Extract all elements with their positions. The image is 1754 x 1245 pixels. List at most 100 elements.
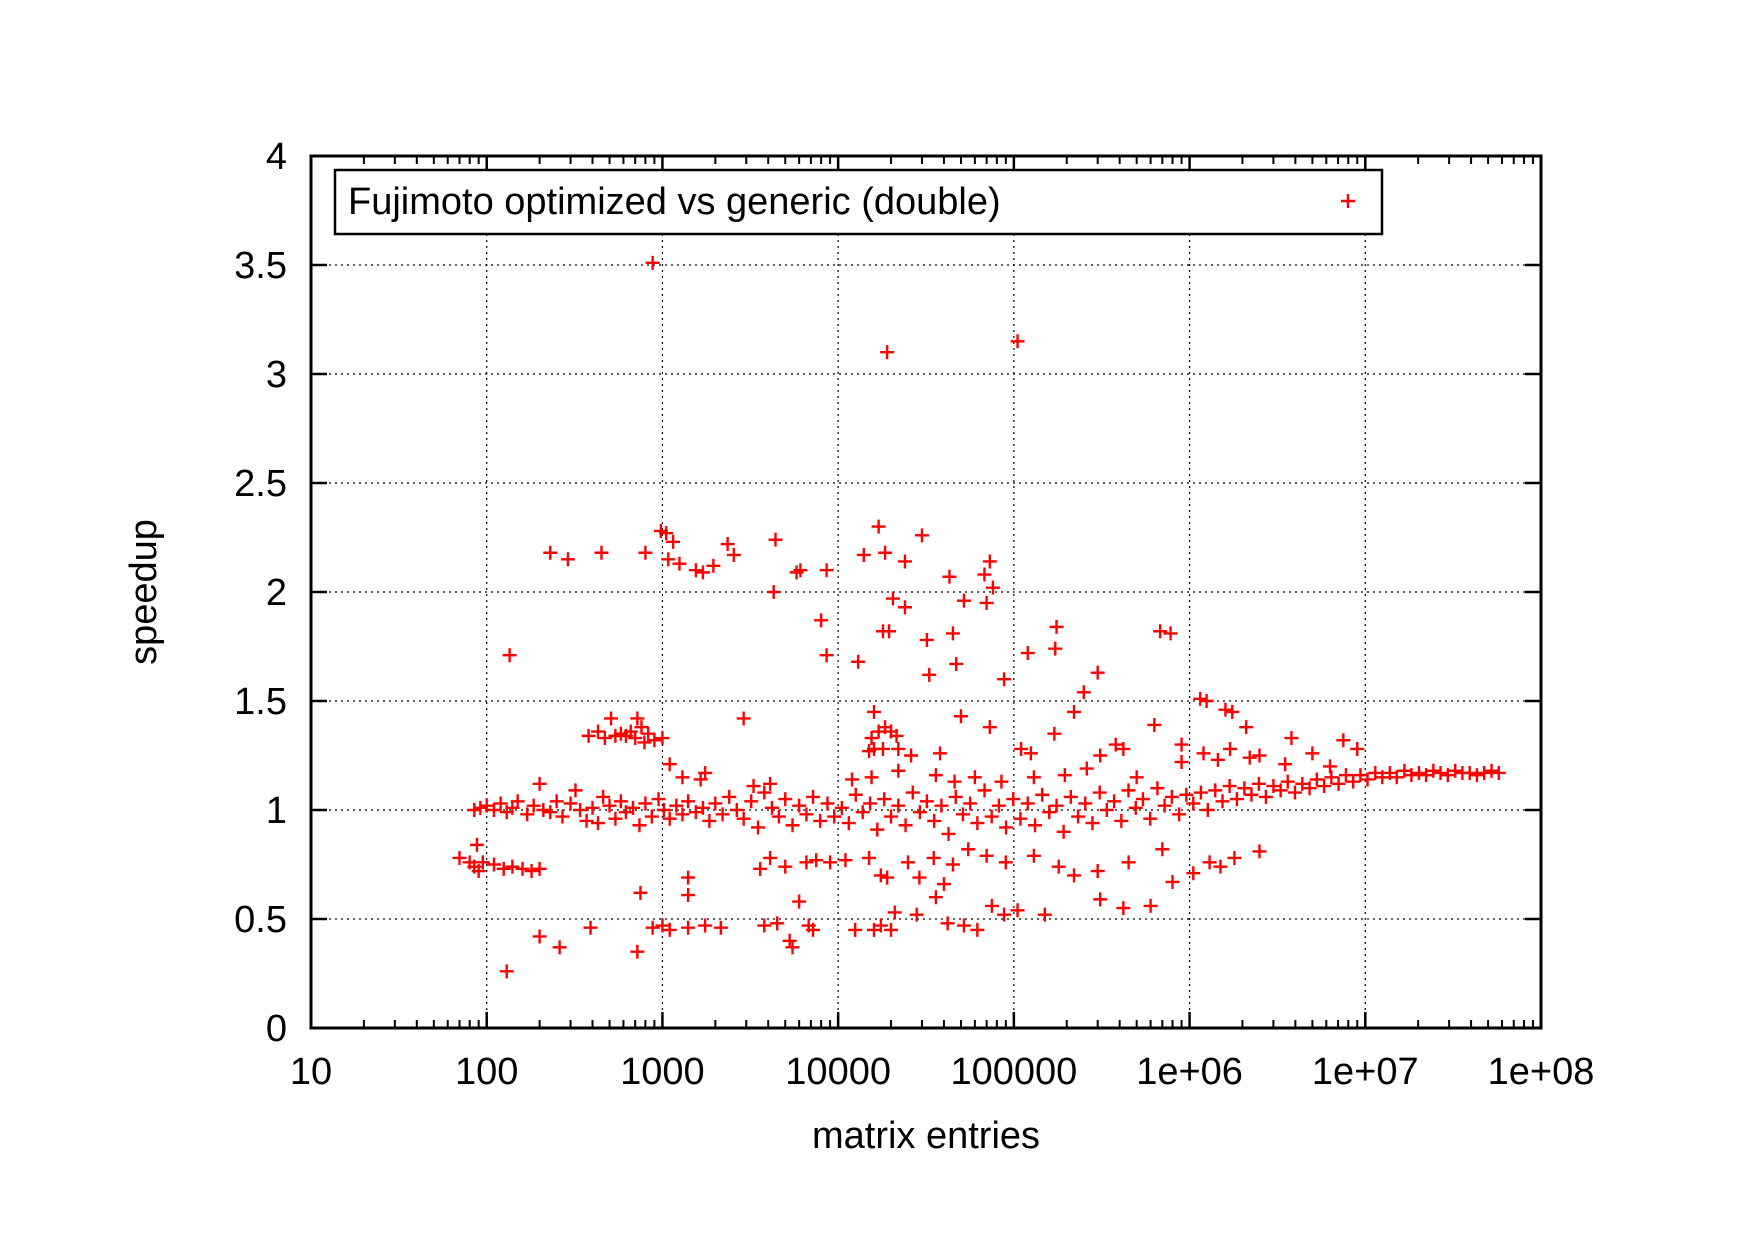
data-point	[799, 855, 814, 870]
data-point	[543, 545, 558, 560]
data-point	[746, 779, 761, 794]
data-point	[926, 850, 941, 865]
x-tick-label: 100000	[950, 1051, 1077, 1093]
data-point	[875, 741, 890, 756]
data-point	[722, 789, 737, 804]
data-point	[933, 746, 948, 761]
data-point	[532, 861, 547, 876]
data-point	[877, 792, 892, 807]
data-point	[702, 813, 717, 828]
data-point	[1186, 866, 1201, 881]
data-point	[1085, 816, 1100, 831]
data-point	[532, 929, 547, 944]
data-point	[744, 794, 759, 809]
data-point	[585, 800, 600, 815]
data-point	[1020, 646, 1035, 661]
data-point	[563, 796, 578, 811]
data-point	[1107, 794, 1122, 809]
data-point	[583, 920, 598, 935]
data-point	[1042, 805, 1057, 820]
data-point	[613, 794, 628, 809]
data-point	[1092, 785, 1107, 800]
data-point	[984, 898, 999, 913]
data-point	[855, 805, 870, 820]
data-point	[1251, 776, 1266, 791]
x-tick-labels: 10 100 1000 10000 100000 1e+06 1e+07 1e+08	[290, 1051, 1595, 1093]
data-point	[1090, 665, 1105, 680]
data-point	[1006, 792, 1021, 807]
data-point	[662, 757, 677, 772]
data-point	[496, 861, 511, 876]
data-point	[1213, 859, 1228, 874]
data-point	[655, 918, 670, 933]
x-tick-label: 10	[290, 1051, 332, 1093]
data-point	[766, 585, 781, 599]
data-point	[1223, 741, 1238, 756]
data-point	[955, 807, 970, 822]
data-point	[806, 789, 821, 804]
data-point	[1218, 702, 1233, 717]
data-point	[1360, 772, 1375, 787]
data-point	[1143, 898, 1158, 913]
x-tick-label: 1e+07	[1312, 1051, 1419, 1093]
data-point	[819, 563, 834, 578]
data-point	[870, 822, 885, 837]
data-point	[813, 813, 828, 828]
data-point	[928, 768, 943, 783]
x-tick-label: 100	[455, 1051, 518, 1093]
data-point	[1049, 798, 1064, 813]
y-axis-label: speedup	[123, 519, 165, 665]
data-point	[1433, 765, 1448, 780]
data-point	[549, 794, 564, 809]
data-point	[1143, 811, 1158, 826]
legend-series-label: Fujimoto optimized vs generic (double)	[348, 181, 1001, 223]
data-point	[1093, 748, 1108, 763]
data-point	[1174, 737, 1189, 752]
data-point	[1237, 781, 1252, 796]
data-point	[948, 789, 963, 804]
data-point	[928, 890, 943, 905]
data-point	[819, 648, 834, 663]
data-point	[688, 805, 703, 820]
data-point	[681, 920, 696, 935]
data-point	[889, 728, 904, 743]
data-point	[792, 894, 807, 909]
data-point	[820, 796, 835, 811]
data-point	[1071, 809, 1086, 824]
data-point	[1078, 796, 1093, 811]
data-point	[1116, 741, 1131, 756]
data-point	[864, 731, 879, 746]
data-point	[638, 545, 653, 560]
data-point	[912, 805, 927, 820]
data-point	[568, 783, 583, 798]
data-point	[919, 794, 934, 809]
data-point	[594, 545, 609, 560]
data-point	[552, 940, 567, 955]
data-point	[1222, 779, 1237, 794]
data-point	[651, 792, 666, 807]
data-point	[764, 800, 779, 815]
data-point	[655, 731, 670, 746]
data-point	[891, 798, 906, 813]
data-point	[1157, 798, 1172, 813]
data-point	[647, 733, 662, 748]
data-point	[630, 711, 645, 726]
data-point	[1026, 848, 1041, 863]
data-point	[912, 870, 927, 885]
data-point	[532, 776, 547, 791]
data-point	[630, 944, 645, 959]
data-point	[1440, 768, 1455, 783]
data-point	[708, 796, 723, 811]
data-point	[608, 811, 623, 826]
data-point	[1155, 842, 1170, 857]
data-point	[927, 813, 942, 828]
data-point	[1165, 874, 1180, 889]
data-point	[520, 807, 535, 822]
data-point	[1225, 704, 1240, 719]
data-point	[1280, 774, 1295, 789]
data-point	[1484, 763, 1499, 778]
data-point	[998, 855, 1013, 870]
data-point	[814, 613, 829, 628]
data-point	[1020, 796, 1035, 811]
